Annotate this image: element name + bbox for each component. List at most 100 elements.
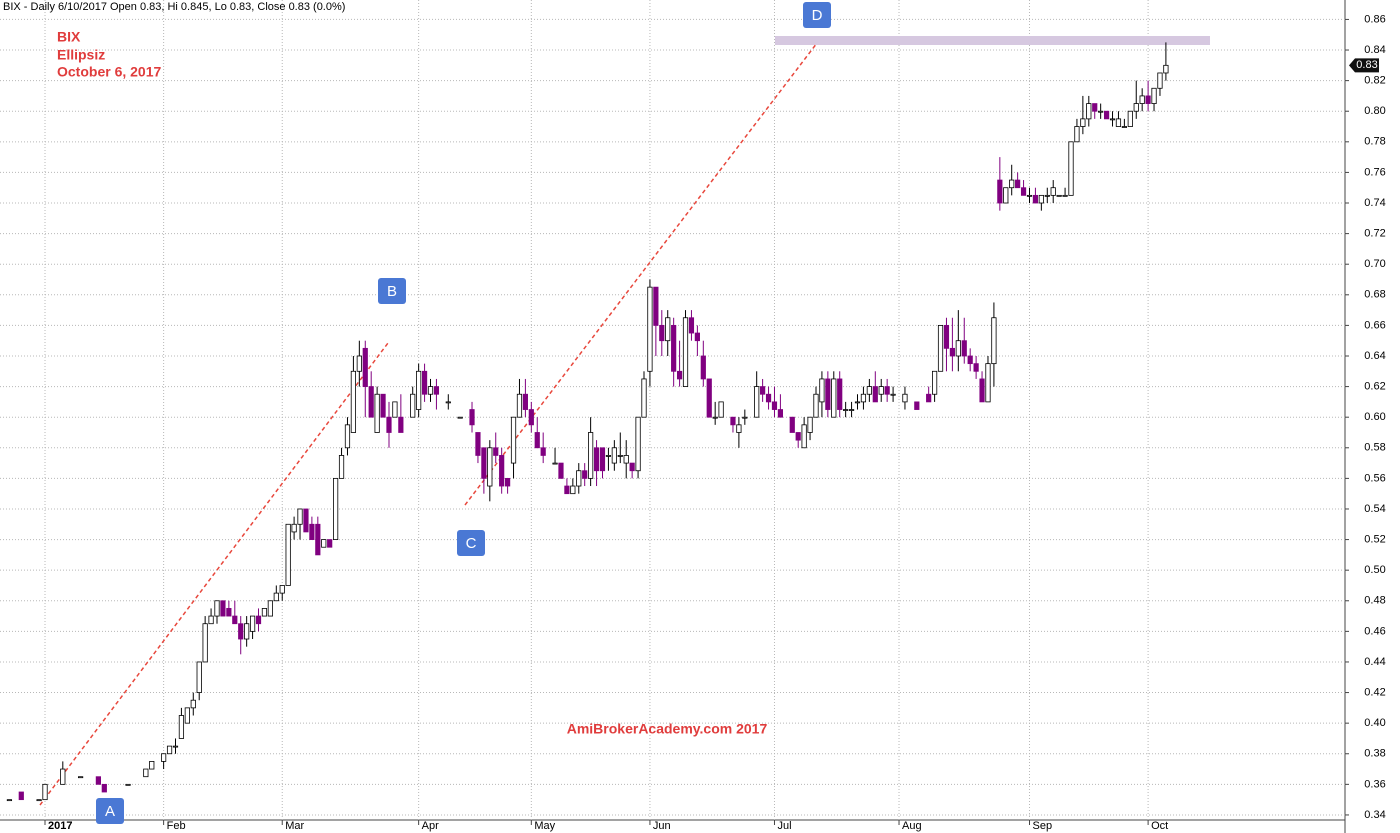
y-tick-label: 0.56 [1364,472,1385,484]
candle-body [267,600,273,617]
candle-body [1109,118,1116,121]
candle-body [860,393,867,403]
trend-line [464,42,818,506]
candle-body [819,378,825,403]
candle-body [338,455,345,479]
candle-body [202,623,208,663]
candle-body [356,355,362,372]
candle-body [825,378,831,410]
candle-body [190,699,196,709]
candle-body [765,393,772,403]
candle-body [973,363,979,372]
grid [0,0,1345,820]
candle-body [279,585,285,594]
point-label-text: D [812,7,823,24]
candle-body [18,791,24,801]
y-tick-label: 0.34 [1364,809,1385,821]
x-tick-label: 2017 [48,820,72,832]
candle-body [1015,179,1021,189]
candle-body [522,393,528,410]
candle-body [1151,87,1157,104]
y-tick-label: 0.36 [1364,778,1385,790]
y-tick-label: 0.48 [1364,595,1385,607]
candle-body [410,393,416,418]
x-tick-label: Sep [1032,820,1052,832]
candle-body [416,370,422,410]
candle-body [60,768,66,785]
candle-body [368,386,374,418]
candle-body [1139,95,1145,104]
y-tick-label: 0.80 [1364,105,1385,117]
candle-body [1026,194,1033,197]
candle-body [1145,95,1151,104]
candle-body [884,386,890,395]
candle-body [647,286,653,372]
last-price-label: 0.83 [1356,59,1377,71]
candle-body [1080,118,1086,127]
candle-body [1068,141,1074,196]
candle-body [552,462,558,465]
candle-body [736,424,742,433]
y-tick-label: 0.40 [1364,717,1385,729]
point-label-text: C [466,535,477,552]
candle-body [208,615,214,625]
candle-body [914,401,920,410]
candle-body [955,340,961,357]
x-tick-label: Mar [285,820,304,832]
candle-body [682,317,689,387]
candle-body [386,416,392,433]
candle-body [985,363,991,403]
candle-body [1133,103,1139,112]
candle-body [143,768,149,778]
chart-header: BIX - Daily 6/10/2017 Open 0.83, Hi 0.84… [3,1,345,13]
candle-body [848,409,855,411]
candle-body [398,416,404,433]
candle-body [178,715,185,739]
candle-body [232,615,238,625]
candle-body [1003,187,1009,204]
candle-body [760,386,766,395]
candle-body [510,416,517,464]
candle-body [1038,194,1044,204]
candle-body [629,462,635,472]
candle-body [1044,194,1050,197]
candle-body [149,761,155,770]
candle-body [481,447,487,479]
candle-body [1032,194,1039,204]
candle-body [374,393,380,433]
candle-body [617,455,623,457]
candle-body [902,393,908,403]
y-tick-label: 0.74 [1364,197,1385,209]
candle-body [1050,187,1056,196]
candle-body [659,324,665,342]
candle-body [926,393,932,403]
y-tick-label: 0.38 [1364,748,1385,760]
x-tick-label: Jun [653,820,671,832]
y-tick-label: 0.76 [1364,166,1385,178]
candle-body [427,386,434,395]
candle-body [362,347,368,387]
annotation: BIX [57,29,81,45]
candle-body [433,386,440,395]
point-label: C [457,530,485,556]
candle-body [487,447,493,487]
candle-body [801,424,807,449]
y-tick-label: 0.86 [1364,13,1385,25]
candle-body [469,409,475,426]
candle-body [967,355,973,365]
candle-body [688,317,695,334]
candle-body [285,523,291,586]
candle-body [991,317,997,365]
candle-body [997,179,1003,204]
candle-body [878,386,884,395]
candle-body [261,608,268,617]
candle-body [273,592,279,602]
candle-body [1127,110,1133,127]
candle-body [344,424,351,449]
candle-body [380,393,386,418]
point-label-text: B [387,283,397,300]
candle-body [166,745,173,755]
candle-body [949,347,955,357]
candle-body [303,508,309,533]
candle-body [1115,118,1122,127]
